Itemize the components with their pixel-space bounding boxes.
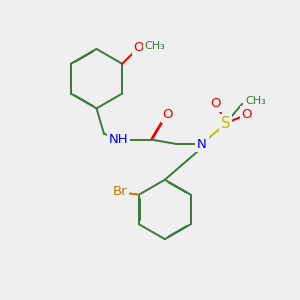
Text: S: S bbox=[221, 116, 230, 131]
Text: CH₃: CH₃ bbox=[245, 96, 266, 106]
Text: O: O bbox=[163, 108, 173, 121]
Text: O: O bbox=[241, 108, 252, 121]
Text: NH: NH bbox=[109, 133, 129, 146]
Text: CH₃: CH₃ bbox=[144, 41, 165, 51]
Text: N: N bbox=[197, 138, 207, 151]
Text: O: O bbox=[133, 41, 144, 54]
Text: O: O bbox=[210, 98, 220, 110]
Text: Br: Br bbox=[112, 185, 127, 198]
